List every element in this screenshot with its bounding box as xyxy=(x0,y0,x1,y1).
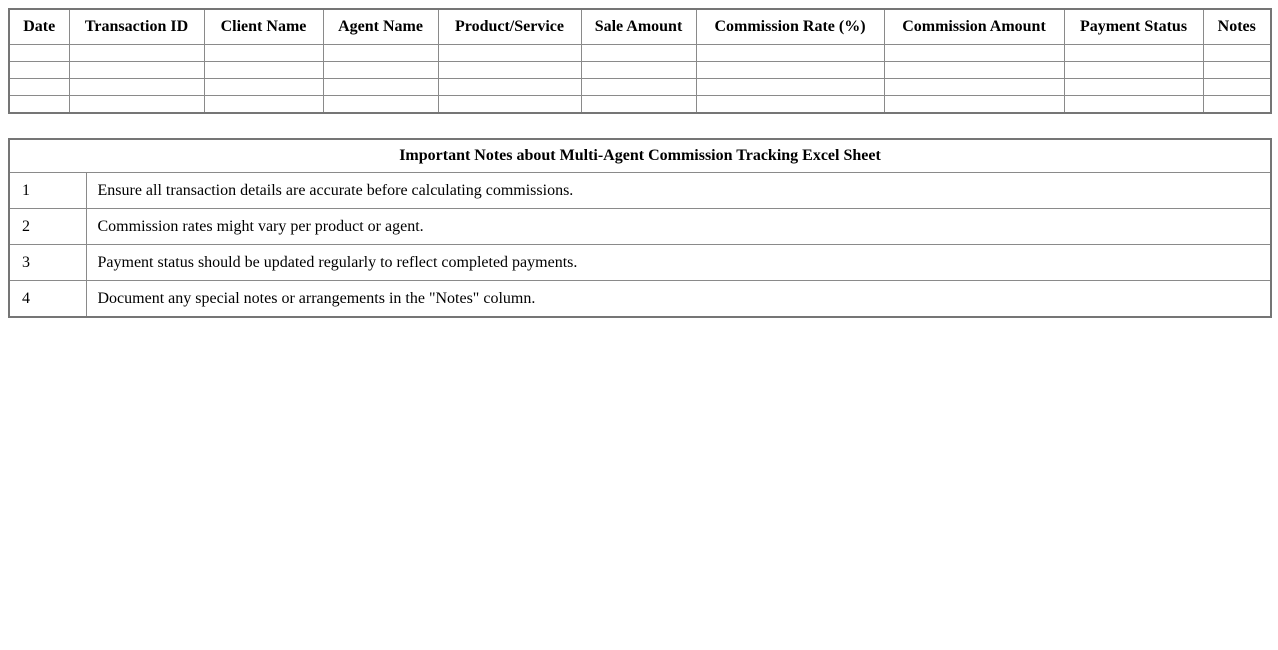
empty-cell xyxy=(68,95,205,114)
empty-cell xyxy=(437,95,582,114)
empty-cell xyxy=(1202,95,1272,114)
column-header-commission-amount: Commission Amount xyxy=(883,8,1065,45)
empty-cell xyxy=(437,61,582,79)
document-page: { "transactions_table": { "headers": [ "… xyxy=(8,8,1272,318)
note-row: 1 Ensure all transaction details are acc… xyxy=(8,172,1272,209)
empty-cell xyxy=(883,78,1065,96)
notes-title-row: Important Notes about Multi-Agent Commis… xyxy=(8,138,1272,173)
column-header-agent-name: Agent Name xyxy=(322,8,439,45)
note-row: 3 Payment status should be updated regul… xyxy=(8,244,1272,281)
empty-cell xyxy=(203,61,324,79)
column-header-sale-amount: Sale Amount xyxy=(580,8,697,45)
empty-cell xyxy=(1063,61,1204,79)
empty-cell xyxy=(580,61,697,79)
note-row: 2 Commission rates might vary per produc… xyxy=(8,208,1272,245)
note-number: 2 xyxy=(8,208,87,245)
empty-cell xyxy=(437,78,582,96)
empty-cell xyxy=(8,78,70,96)
column-header-notes: Notes xyxy=(1202,8,1272,45)
empty-cell xyxy=(203,44,324,62)
empty-transaction-row xyxy=(8,78,1272,96)
note-text: Ensure all transaction details are accur… xyxy=(85,172,1272,209)
note-text: Commission rates might vary per product … xyxy=(85,208,1272,245)
empty-cell xyxy=(1202,78,1272,96)
empty-cell xyxy=(883,61,1065,79)
empty-cell xyxy=(695,95,885,114)
note-number: 4 xyxy=(8,280,87,318)
notes-table: Important Notes about Multi-Agent Commis… xyxy=(8,138,1272,318)
empty-cell xyxy=(8,61,70,79)
empty-cell xyxy=(695,44,885,62)
empty-cell xyxy=(695,78,885,96)
empty-cell xyxy=(203,95,324,114)
empty-cell xyxy=(1202,61,1272,79)
note-number: 1 xyxy=(8,172,87,209)
empty-cell xyxy=(68,44,205,62)
empty-cell xyxy=(68,61,205,79)
empty-cell xyxy=(883,44,1065,62)
column-header-product-service: Product/Service xyxy=(437,8,582,45)
notes-table-title: Important Notes about Multi-Agent Commis… xyxy=(8,138,1272,173)
note-row: 4 Document any special notes or arrangem… xyxy=(8,280,1272,318)
empty-cell xyxy=(322,78,439,96)
empty-cell xyxy=(1202,44,1272,62)
note-number: 3 xyxy=(8,244,87,281)
empty-cell xyxy=(883,95,1065,114)
column-header-payment-status: Payment Status xyxy=(1063,8,1204,45)
empty-cell xyxy=(322,95,439,114)
transactions-header-row: Date Transaction ID Client Name Agent Na… xyxy=(8,8,1272,45)
empty-cell xyxy=(203,78,324,96)
empty-cell xyxy=(8,44,70,62)
column-header-date: Date xyxy=(8,8,70,45)
empty-transaction-row xyxy=(8,44,1272,62)
empty-transaction-row xyxy=(8,61,1272,79)
column-header-client-name: Client Name xyxy=(203,8,324,45)
empty-cell xyxy=(580,95,697,114)
empty-cell xyxy=(1063,44,1204,62)
column-header-commission-rate: Commission Rate (%) xyxy=(695,8,885,45)
empty-cell xyxy=(1063,95,1204,114)
note-text: Payment status should be updated regular… xyxy=(85,244,1272,281)
empty-cell xyxy=(695,61,885,79)
transactions-table: Date Transaction ID Client Name Agent Na… xyxy=(8,8,1272,114)
empty-cell xyxy=(580,78,697,96)
note-text: Document any special notes or arrangemen… xyxy=(85,280,1272,318)
empty-cell xyxy=(8,95,70,114)
empty-cell xyxy=(580,44,697,62)
empty-transaction-row xyxy=(8,95,1272,114)
empty-cell xyxy=(68,78,205,96)
empty-cell xyxy=(322,44,439,62)
column-header-transaction-id: Transaction ID xyxy=(68,8,205,45)
empty-cell xyxy=(1063,78,1204,96)
empty-cell xyxy=(322,61,439,79)
empty-cell xyxy=(437,44,582,62)
